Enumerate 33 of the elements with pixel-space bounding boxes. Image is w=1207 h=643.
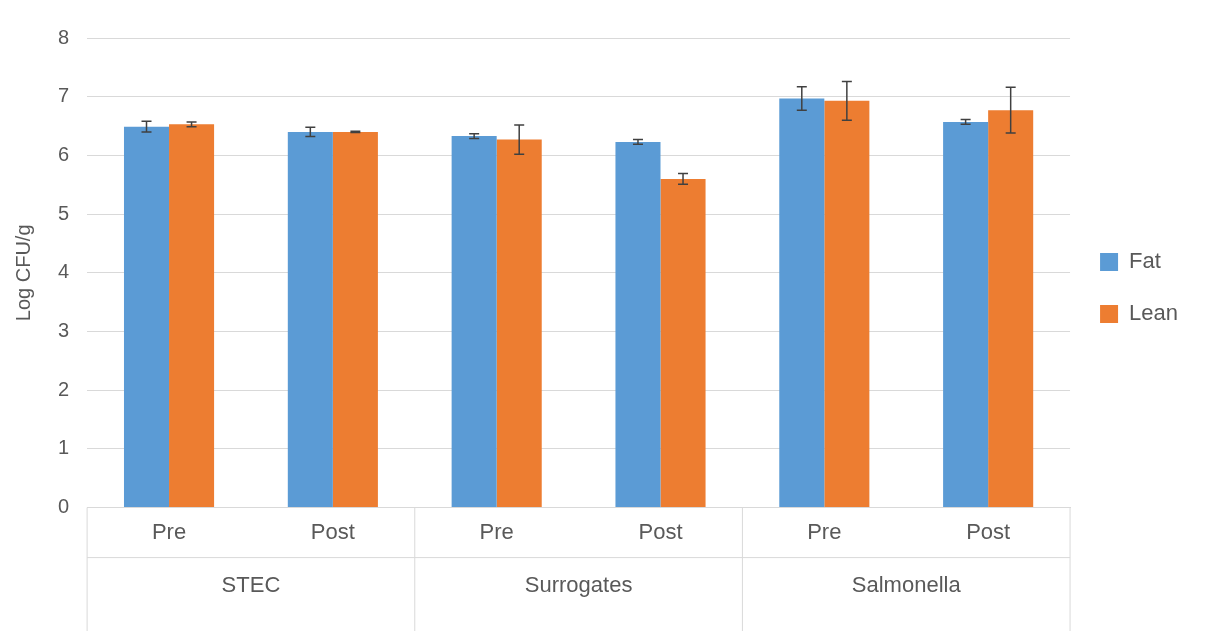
y-tick-label: 8 (58, 25, 70, 48)
bar (287, 131, 333, 508)
text: Salmonella (851, 571, 962, 597)
bar (496, 139, 542, 508)
y-tick-label: 2 (58, 377, 70, 400)
x-tick-label: Post (966, 518, 1011, 544)
legend-label: Fat (1129, 248, 1161, 274)
x-tick-label: Post (310, 518, 355, 544)
y-tick-label: 5 (58, 201, 70, 224)
x-tick-label: Pre (479, 518, 514, 544)
text: STEC (221, 571, 281, 597)
text: Surrogates (524, 571, 633, 597)
y-tick-label: 6 (58, 142, 70, 165)
y-tick-label: 7 (58, 84, 70, 107)
y-tick-label: 0 (58, 495, 70, 518)
bar (988, 110, 1034, 508)
x-tick-label: Post (638, 518, 683, 544)
y-tick-label: 4 (58, 260, 70, 283)
x-tick-label: Pre (151, 518, 187, 544)
y-axis-title: Log CFU/g (11, 224, 34, 322)
bar (332, 131, 378, 508)
y-tick-label: 3 (58, 319, 70, 342)
bar (123, 126, 170, 508)
bar (615, 141, 661, 508)
bar (824, 100, 870, 508)
bar (943, 121, 989, 508)
bar (660, 178, 706, 508)
bar (779, 98, 825, 508)
legend-label: Lean (1129, 300, 1179, 326)
bar (169, 124, 215, 508)
x-tick-label: Pre (807, 518, 842, 544)
bar (451, 136, 497, 508)
y-tick-label: 1 (58, 436, 70, 459)
